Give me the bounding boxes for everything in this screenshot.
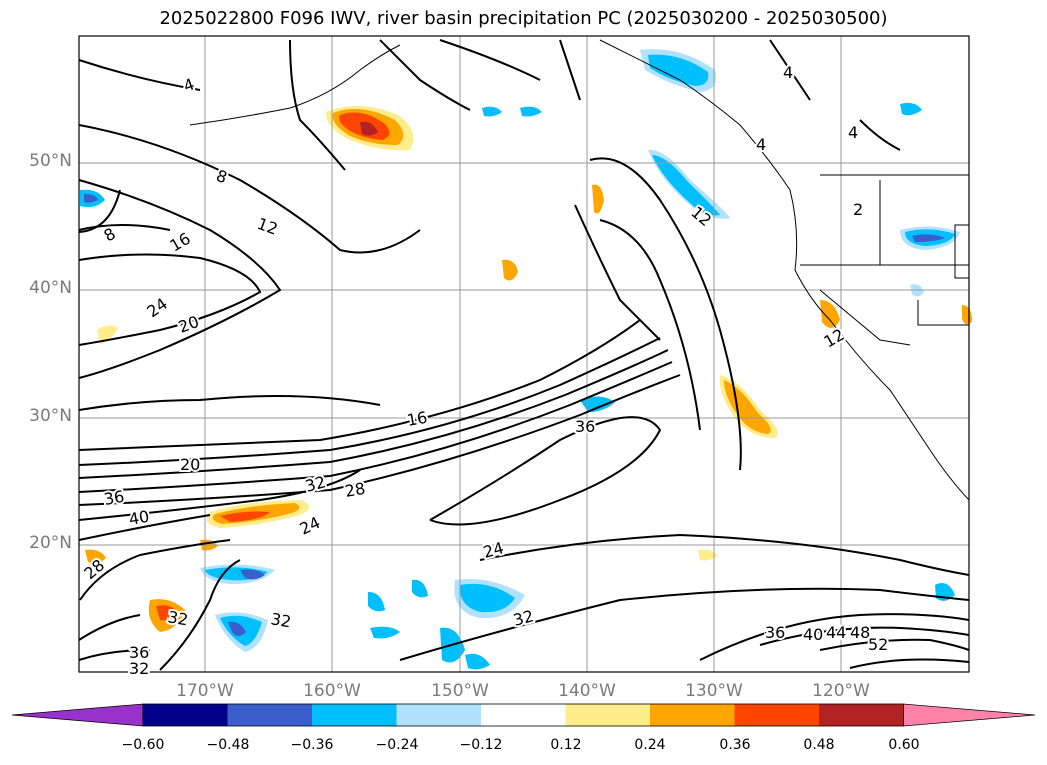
colorbar-outline bbox=[142, 703, 904, 727]
colorbar-extend-high bbox=[903, 703, 1036, 727]
contour-label: 40 bbox=[127, 507, 150, 529]
iwv-contours bbox=[78, 39, 970, 671]
contour-label: 36 bbox=[575, 417, 595, 436]
contour-label: 44 bbox=[826, 623, 846, 642]
colorbar-tick-label: 0.48 bbox=[803, 737, 835, 753]
contour-label: 52 bbox=[868, 635, 888, 654]
contour-label: 20 bbox=[180, 455, 200, 474]
colorbar-segment bbox=[819, 704, 904, 726]
contour-label: 2 bbox=[853, 200, 863, 219]
contour-label: 48 bbox=[850, 623, 870, 642]
graticule bbox=[79, 36, 969, 672]
contour-label: 40 bbox=[803, 625, 823, 644]
contour-label: 36 bbox=[102, 487, 125, 509]
contour-label: 32 bbox=[166, 607, 189, 629]
colorbar-tick-label: 0.36 bbox=[719, 737, 751, 753]
contour-label: 4 bbox=[783, 63, 793, 82]
contour-label: 36 bbox=[765, 623, 785, 642]
contour-label: 28 bbox=[343, 479, 366, 501]
colorbar-tick-label: 0.60 bbox=[888, 737, 920, 753]
lon-label-160w: 160°W bbox=[303, 681, 361, 701]
colorbar-extend-low bbox=[11, 703, 144, 727]
lon-label-120w: 120°W bbox=[812, 681, 870, 701]
colorbar-segment bbox=[734, 704, 820, 726]
contour-label: 32 bbox=[269, 609, 292, 631]
contour-label: 4 bbox=[756, 135, 766, 154]
colorbar-tick-label: 0.12 bbox=[550, 737, 582, 753]
colorbar-segment bbox=[565, 704, 651, 726]
lat-label-50: 50°N bbox=[29, 151, 72, 171]
colorbar-tick-label: −0.12 bbox=[459, 737, 503, 753]
colorbar-segment bbox=[481, 704, 566, 726]
lon-label-130w: 130°W bbox=[685, 681, 743, 701]
lat-label-40: 40°N bbox=[29, 278, 72, 298]
map-panel bbox=[78, 35, 972, 673]
colorbar-tick-label: −0.60 bbox=[121, 737, 165, 753]
colorbar-segment bbox=[650, 704, 735, 726]
colorbar-tick-label: −0.48 bbox=[206, 737, 250, 753]
lon-label-170w: 170°W bbox=[176, 681, 234, 701]
colorbar-tick-label: 0.24 bbox=[634, 737, 666, 753]
coastlines bbox=[189, 39, 970, 501]
colorbar-tick-label: −0.36 bbox=[290, 737, 334, 753]
colorbar-tick-label: −0.24 bbox=[375, 737, 419, 753]
colorbar-segment bbox=[143, 704, 228, 726]
map-title: 2025022800 F096 IWV, river basin precipi… bbox=[159, 8, 888, 29]
colorbar-segment bbox=[312, 704, 397, 726]
lat-label-30: 30°N bbox=[29, 406, 72, 426]
colorbar bbox=[11, 703, 1036, 727]
contour-label: 32 bbox=[129, 659, 149, 678]
lon-label-150w: 150°W bbox=[431, 681, 489, 701]
contour-label: 36 bbox=[129, 643, 149, 662]
precip-shading bbox=[80, 49, 972, 670]
colorbar-segment bbox=[396, 704, 482, 726]
contour-label: 4 bbox=[848, 123, 858, 142]
contour-label: 16 bbox=[405, 408, 428, 430]
lat-label-20: 20°N bbox=[29, 533, 72, 553]
colorbar-segment bbox=[227, 704, 313, 726]
lon-label-140w: 140°W bbox=[558, 681, 616, 701]
